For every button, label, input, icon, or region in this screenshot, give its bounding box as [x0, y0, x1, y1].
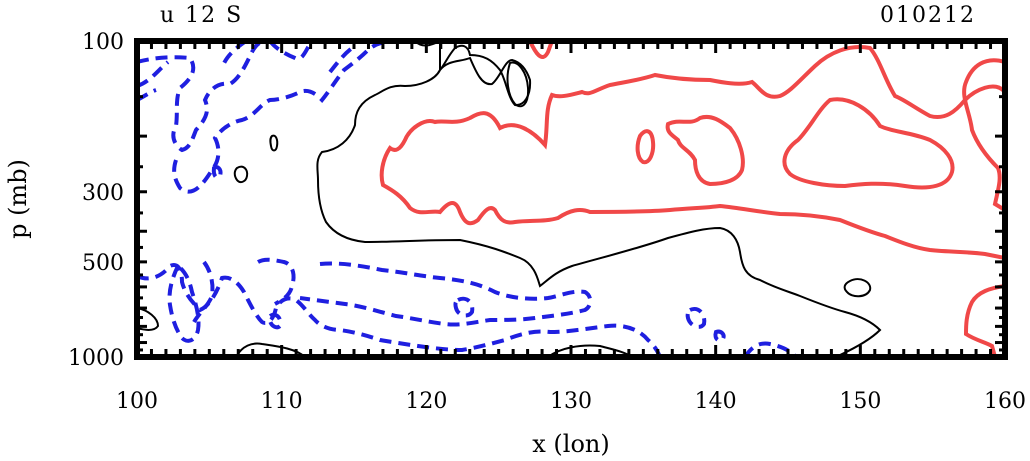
positive-contour-inner-2 — [635, 129, 656, 165]
zero-contour-loop-4 — [843, 278, 872, 298]
zero-contour-loop-2 — [233, 165, 249, 184]
positive-contour-inner-1 — [665, 115, 745, 187]
chart-title-right: 010212 — [880, 3, 976, 28]
y-axis-title: p (mb) — [4, 159, 32, 239]
x-tick-label: 110 — [261, 389, 303, 414]
contour-lines — [137, 41, 1005, 357]
zero-contour-bottom — [235, 342, 633, 357]
x-tick-label: 120 — [405, 389, 447, 414]
zero-contour-loop-5 — [137, 307, 160, 331]
positive-contour-outer — [379, 41, 1005, 260]
chart-title-left: u 12 S — [160, 3, 243, 28]
y-tick-label: 100 — [82, 30, 124, 55]
x-tick-label: 130 — [550, 389, 592, 414]
negative-contours — [137, 41, 798, 357]
y-tick-label: 300 — [82, 181, 124, 206]
y-tick-label: 500 — [82, 251, 124, 276]
x-axis-title: x (lon) — [532, 430, 609, 458]
positive-contour-inner-4 — [962, 58, 1005, 212]
plot-frame — [134, 38, 1008, 360]
zero-contour-loop-1 — [506, 61, 530, 108]
positive-contour-inner-3 — [782, 97, 955, 190]
x-tick-label: 100 — [116, 389, 158, 414]
y-tick-label: 1000 — [68, 346, 124, 371]
zero-contour-main — [316, 41, 1005, 357]
x-tick-label: 150 — [839, 389, 881, 414]
y-axis: 100 300 500 1000 — [68, 30, 1005, 371]
zero-contour-loop-3 — [269, 134, 279, 152]
x-axis: 100 110 120 130 140 150 160 — [116, 41, 1026, 414]
x-tick-label: 140 — [695, 389, 737, 414]
x-tick-label: 160 — [984, 389, 1026, 414]
positive-contour-corner — [963, 284, 1005, 357]
